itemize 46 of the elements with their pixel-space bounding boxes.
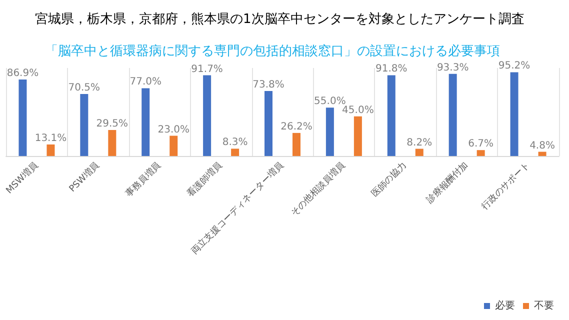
chart-subtitle: 「脳卒中と循環器病に関する専門の包括的相談窓口」の設置における必要事項 [45, 43, 500, 59]
x-tick-label: 事務員増員 [124, 160, 164, 200]
data-label: 45.0% [342, 104, 374, 116]
legend-label: 必要 [495, 300, 515, 312]
data-label: 4.8% [530, 140, 555, 152]
bar [203, 75, 212, 156]
data-label: 6.7% [468, 138, 494, 150]
data-label: 95.2% [498, 60, 530, 72]
legend-label: 不要 [534, 300, 554, 312]
data-label: 70.5% [68, 82, 100, 94]
bar [231, 148, 240, 156]
bar [264, 91, 272, 156]
data-label: 93.3% [436, 62, 469, 74]
bar [80, 94, 88, 156]
bar [142, 88, 150, 156]
bar [476, 150, 485, 156]
data-label: 8.3% [222, 137, 248, 148]
x-tick-label: 行政のサポート [479, 160, 532, 212]
bar [326, 108, 334, 156]
data-label: 91.7% [191, 64, 223, 75]
chart-title: 宮城県，栃木県，京都府，熊本県の1次脳卒中センターを対象としたアンケート調査 [35, 11, 524, 27]
bar [108, 130, 116, 156]
data-label: 8.2% [406, 137, 432, 148]
data-label: 86.9% [6, 68, 39, 80]
bar [538, 152, 546, 156]
data-label: 13.1% [34, 132, 67, 144]
x-tick-label: その他相談員増員 [288, 160, 348, 218]
x-tick-label: 看護師増員 [184, 160, 225, 200]
data-label: 91.8% [376, 64, 408, 75]
data-label: 55.0% [314, 96, 346, 108]
bar [387, 75, 396, 156]
data-label: 26.2% [280, 121, 312, 132]
bar [354, 116, 362, 156]
x-tick-label: 医師の協力 [369, 160, 409, 200]
bar [510, 72, 518, 156]
data-label: 77.0% [130, 76, 162, 88]
bar [448, 74, 457, 156]
data-label: 23.0% [158, 124, 190, 136]
bar [292, 132, 300, 156]
bar [18, 80, 27, 156]
bar [415, 148, 424, 156]
bar [46, 144, 55, 156]
bar [170, 136, 178, 156]
x-tick-label: 診療報酬付加 [424, 160, 470, 206]
data-label: 29.5% [96, 118, 128, 130]
data-label: 73.8% [252, 80, 284, 91]
